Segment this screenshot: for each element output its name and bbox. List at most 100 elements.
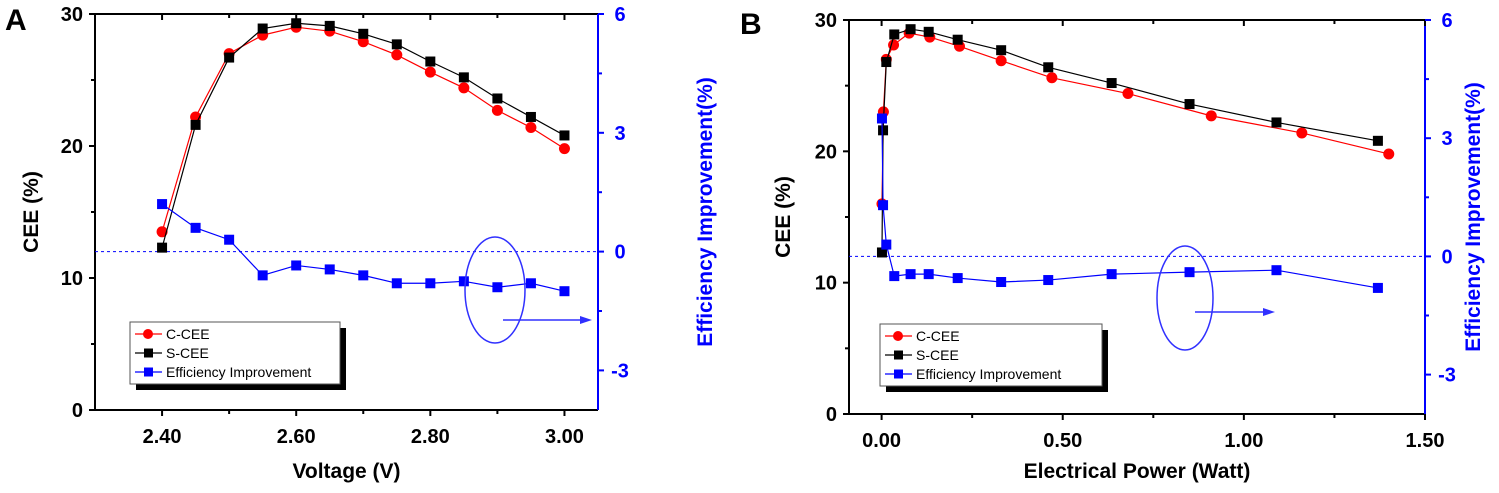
data-point-efficiency-improvement xyxy=(889,271,900,282)
data-point-efficiency-improvement xyxy=(157,199,168,210)
legend-box xyxy=(879,323,1103,387)
legend-marker-icon xyxy=(894,350,903,360)
right-y-tick-label: 6 xyxy=(614,4,625,26)
data-point-s-cee xyxy=(525,111,536,122)
y-tick-label: 30 xyxy=(61,4,83,26)
x-tick-label: 0.50 xyxy=(1043,430,1082,452)
data-point-efficiency-improvement xyxy=(905,269,916,280)
data-point-s-cee xyxy=(257,23,268,34)
legend-marker-icon xyxy=(893,331,903,341)
x-tick-label: 2.60 xyxy=(277,426,316,448)
data-point-efficiency-improvement xyxy=(190,222,201,233)
series-line-efficiency-improvement xyxy=(881,118,1379,289)
data-point-s-cee xyxy=(889,29,900,40)
series-line-c-cee xyxy=(881,32,1389,204)
legend-marker-icon xyxy=(143,329,153,339)
data-point-efficiency-improvement xyxy=(1043,275,1054,286)
data-point-s-cee xyxy=(190,119,201,130)
data-point-s-cee xyxy=(559,130,570,141)
data-point-s-cee xyxy=(876,247,887,258)
legend: C-CEE S-CEE Efficiency Improvement xyxy=(129,321,346,390)
data-point-c-cee xyxy=(1122,88,1134,100)
data-point-s-cee xyxy=(1184,99,1195,110)
data-point-efficiency-improvement xyxy=(1184,267,1195,278)
data-point-c-cee xyxy=(558,143,570,155)
legend-marker-icon xyxy=(144,348,153,358)
data-point-efficiency-improvement xyxy=(291,260,302,271)
data-point-efficiency-improvement xyxy=(324,264,335,275)
x-tick-label: 2.40 xyxy=(143,426,182,448)
right-y-tick-label: 3 xyxy=(614,123,625,145)
panel-label: A xyxy=(5,4,27,37)
legend-marker-icon xyxy=(894,369,903,379)
data-point-s-cee xyxy=(996,45,1007,56)
right-y-tick-label: 3 xyxy=(1441,128,1452,150)
data-point-efficiency-improvement xyxy=(876,113,887,124)
data-point-efficiency-improvement xyxy=(881,239,892,250)
x-tick-label: 0.00 xyxy=(862,430,901,452)
y-axis-label: CEE (%) xyxy=(772,176,795,258)
data-point-efficiency-improvement xyxy=(492,282,503,293)
data-point-s-cee xyxy=(1372,135,1383,146)
right-y-tick-label: 0 xyxy=(1441,246,1452,268)
data-point-c-cee xyxy=(995,55,1007,67)
data-point-c-cee xyxy=(458,82,470,94)
data-point-s-cee xyxy=(157,242,168,253)
data-point-efficiency-improvement xyxy=(257,270,268,281)
data-point-efficiency-improvement xyxy=(952,273,963,284)
panel-b: B 0.00 0.50 1.00 1.50 0 10 20 30 -3 0 3 6 Electrical … xyxy=(740,8,1485,483)
data-point-c-cee xyxy=(1383,148,1395,160)
right-y-axis-label: Efficiency Improvement(%) xyxy=(694,77,717,347)
data-point-s-cee xyxy=(492,93,503,104)
legend-label: S-CEE xyxy=(166,345,209,361)
data-point-c-cee xyxy=(424,66,436,78)
data-point-efficiency-improvement xyxy=(1372,282,1383,293)
x-axis-label: Voltage (V) xyxy=(292,460,400,483)
data-point-c-cee xyxy=(391,49,403,61)
x-tick-label: 1.00 xyxy=(1224,430,1263,452)
data-point-s-cee xyxy=(458,72,469,83)
legend: C-CEE S-CEE Efficiency Improvement xyxy=(879,323,1108,392)
right-y-tick-label: -3 xyxy=(611,360,629,382)
y-tick-label: 0 xyxy=(826,404,837,426)
data-point-s-cee xyxy=(291,18,302,29)
data-point-s-cee xyxy=(324,20,335,31)
data-point-s-cee xyxy=(391,39,402,50)
data-point-efficiency-improvement xyxy=(878,200,889,211)
data-point-s-cee xyxy=(358,28,369,39)
y-tick-label: 20 xyxy=(61,136,83,158)
data-point-efficiency-improvement xyxy=(923,269,934,280)
arrow-head-icon xyxy=(580,316,592,324)
data-point-c-cee xyxy=(1205,110,1217,122)
data-point-s-cee xyxy=(224,52,235,63)
y-tick-label: 30 xyxy=(815,10,837,32)
data-point-c-cee xyxy=(1046,72,1058,84)
data-point-s-cee xyxy=(881,57,892,68)
data-point-c-cee xyxy=(1296,127,1308,139)
data-point-efficiency-improvement xyxy=(996,277,1007,288)
y-axis-label: CEE (%) xyxy=(20,171,43,253)
y-tick-label: 10 xyxy=(61,268,83,290)
data-point-s-cee xyxy=(425,56,436,67)
right-y-tick-label: 6 xyxy=(1441,10,1452,32)
legend-label: C-CEE xyxy=(916,328,960,344)
right-y-tick-label: 0 xyxy=(614,242,625,264)
data-point-s-cee xyxy=(923,26,934,37)
legend-marker-icon xyxy=(144,367,153,377)
data-point-c-cee xyxy=(525,122,537,134)
data-point-efficiency-improvement xyxy=(1106,269,1117,280)
data-point-c-cee xyxy=(491,104,503,116)
y-tick-label: 10 xyxy=(815,273,837,295)
data-point-s-cee xyxy=(878,125,889,136)
data-point-s-cee xyxy=(952,34,963,45)
legend-label: Efficiency Improvement xyxy=(916,366,1061,382)
data-point-c-cee xyxy=(357,36,369,48)
y-tick-label: 0 xyxy=(72,400,83,422)
x-tick-label: 1.50 xyxy=(1406,430,1445,452)
data-point-efficiency-improvement xyxy=(425,278,436,289)
data-point-efficiency-improvement xyxy=(358,270,369,281)
series-line-c-cee xyxy=(161,26,565,232)
panel-a: A 2.40 2.60 2.80 3.00 0 10 20 30 -3 0 3 6 Voltage (V)… xyxy=(5,4,717,483)
